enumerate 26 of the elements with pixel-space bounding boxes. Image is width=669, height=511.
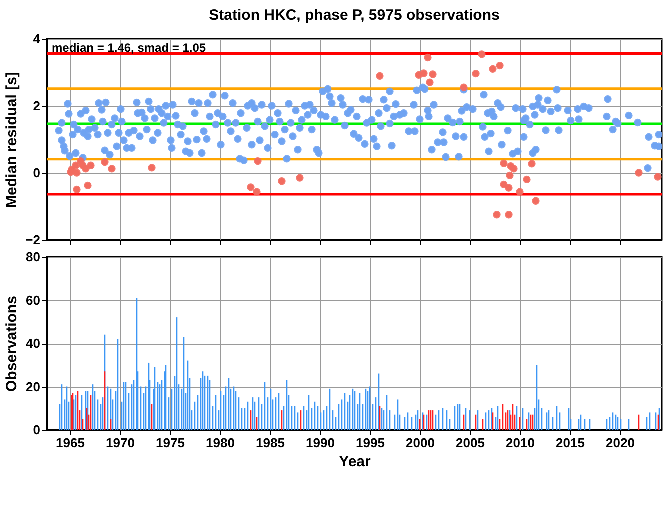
y-axis-title: Observations bbox=[4, 296, 20, 392]
x-tick-label: 2005 bbox=[456, 436, 485, 450]
x-tick-label: 2015 bbox=[556, 436, 585, 450]
y-tick-label: 80 bbox=[26, 250, 40, 264]
annotation: median = 1.46, smad = 1.05 bbox=[52, 41, 206, 55]
x-tick-label: 1975 bbox=[156, 436, 185, 450]
y-axis-title: Median residual [s] bbox=[4, 72, 20, 208]
x-axis-title: Year bbox=[339, 454, 372, 470]
x-tick-label: 2000 bbox=[406, 436, 435, 450]
x-tick-label: 2010 bbox=[506, 436, 535, 450]
y-tick-label: 2 bbox=[33, 98, 40, 114]
y-tick-label: 60 bbox=[26, 292, 40, 308]
x-tick-label: 1980 bbox=[206, 436, 235, 450]
x-tick-label: 1990 bbox=[306, 436, 335, 450]
x-tick-label: 1970 bbox=[106, 436, 135, 450]
x-tick-label: 1995 bbox=[356, 436, 385, 450]
y-tick-label: 0 bbox=[33, 422, 40, 438]
y-tick-label: −2 bbox=[26, 232, 40, 248]
x-tick-label: 1985 bbox=[256, 436, 285, 450]
y-tick-label: 20 bbox=[26, 379, 40, 394]
x-tick-label: 2020 bbox=[606, 436, 635, 450]
y-tick-label: 40 bbox=[26, 336, 40, 351]
y-tick-label: 4 bbox=[33, 32, 42, 46]
x-tick-label: 1965 bbox=[56, 436, 85, 450]
y-tick-label: 0 bbox=[33, 166, 40, 180]
chart-title: Station HKC, phase P, 5975 observations bbox=[209, 7, 500, 24]
